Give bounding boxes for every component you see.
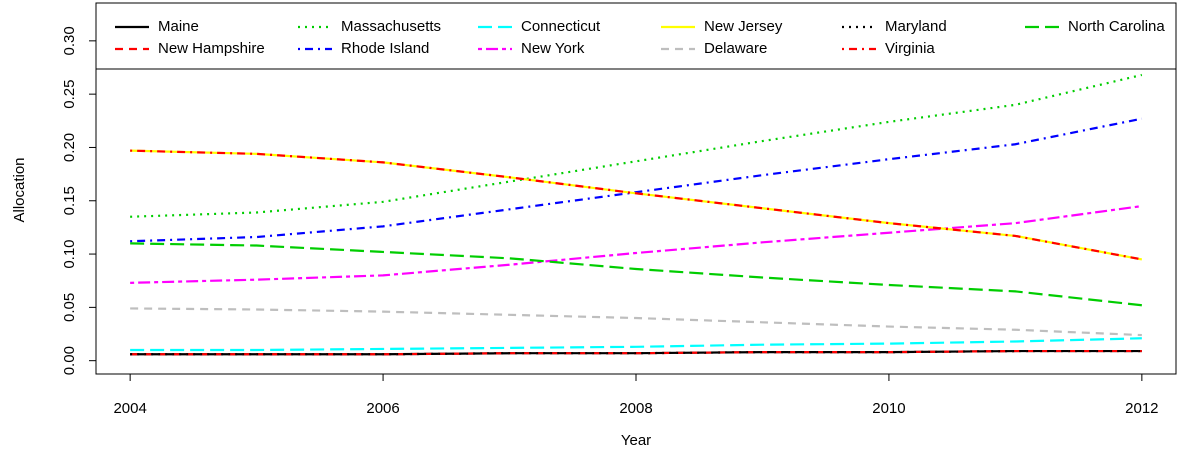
legend-label: New Jersey [704,18,783,35]
x-tick-label: 2006 [366,400,399,417]
x-tick-label: 2004 [113,400,146,417]
series-line [130,205,1142,284]
series-line [130,337,1142,352]
legend-label: New York [521,40,585,57]
x-tick-label: 2012 [1125,400,1158,417]
legend-label: Rhode Island [341,40,429,57]
legend-label: North Carolina [1068,18,1165,35]
y-tick-label: 0.20 [61,133,78,162]
y-tick-label: 0.15 [61,186,78,215]
y-tick-label: 0.00 [61,346,78,375]
legend-label: Connecticut [521,18,601,35]
y-tick-label: 0.30 [61,26,78,55]
series-line [130,73,1143,218]
x-axis-label: Year [621,432,651,449]
y-tick-label: 0.05 [61,293,78,322]
x-tick-label: 2008 [619,400,652,417]
legend-label: Massachusetts [341,18,441,35]
series-line [130,149,1143,261]
series-line [130,307,1142,337]
legend-label: Maine [158,18,199,35]
y-tick-label: 0.25 [61,80,78,109]
legend-label: Maryland [885,18,947,35]
legend-box [95,2,1177,70]
series-line [130,242,1142,307]
legend-label: Delaware [704,40,767,57]
legend-label: New Hampshire [158,40,265,57]
series-line [130,349,1142,356]
y-axis-label: Allocation [11,157,28,222]
series-line [130,149,1143,261]
legend-label: Virginia [885,40,935,57]
x-tick-label: 2010 [872,400,905,417]
series-line [130,117,1143,243]
y-tick-label: 0.10 [61,239,78,268]
